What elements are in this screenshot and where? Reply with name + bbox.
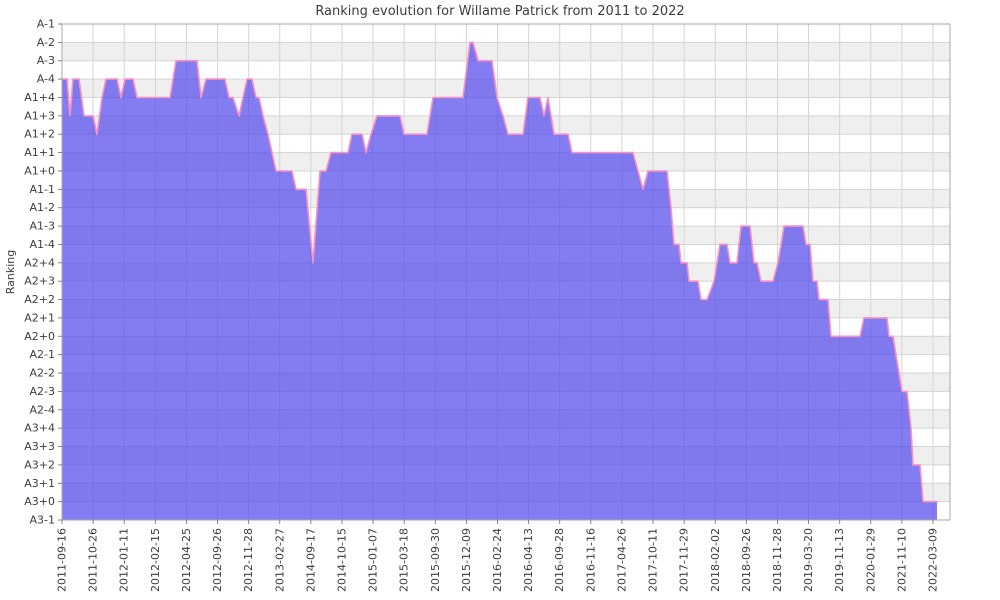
y-axis-title: Ranking — [4, 250, 17, 295]
y-tick-label: A1+2 — [24, 128, 55, 141]
x-tick-label: 2019-03-20 — [802, 528, 815, 592]
x-tick-label: 2012-11-28 — [242, 528, 255, 592]
y-tick-label: A3+3 — [24, 440, 55, 453]
x-tick-label: 2021-11-10 — [895, 528, 908, 592]
x-tick-label: 2013-02-27 — [273, 528, 286, 592]
y-tick-label: A1-2 — [30, 201, 56, 214]
x-tick-label: 2018-11-28 — [771, 528, 784, 592]
x-tick-label: 2017-10-11 — [647, 528, 660, 592]
x-tick-label: 2015-09-30 — [429, 528, 442, 592]
x-tick-label: 2014-10-15 — [335, 528, 348, 592]
tick-marks — [58, 23, 934, 524]
y-tick-label: A3+4 — [24, 422, 55, 435]
y-tick-label: A-2 — [37, 36, 55, 49]
plot-border — [61, 23, 951, 521]
y-tick-label: A2-2 — [30, 367, 56, 380]
x-tick-label: 2012-01-11 — [118, 528, 131, 592]
y-tick-label: A-3 — [37, 54, 55, 67]
y-tick-label: A2+3 — [24, 275, 55, 288]
y-tick-label: A1-3 — [30, 220, 56, 233]
y-tick-label: A2+0 — [24, 330, 55, 343]
x-tick-label: 2015-01-07 — [367, 528, 380, 592]
x-tick-label: 2011-09-16 — [56, 528, 69, 592]
ranking-line — [61, 41, 938, 503]
y-tick-label: A1+3 — [24, 109, 55, 122]
x-tick-label: 2014-09-17 — [304, 528, 317, 592]
y-tick-label: A2+2 — [24, 293, 55, 306]
x-tick-label: 2022-03-09 — [927, 528, 940, 592]
y-tick-label: A2+4 — [24, 256, 55, 269]
y-tick-label: A2-3 — [30, 385, 56, 398]
x-tick-label: 2015-03-18 — [398, 528, 411, 592]
stripe-band — [62, 79, 950, 98]
y-tick-label: A3+0 — [24, 495, 55, 508]
y-tick-label: A3+2 — [24, 458, 55, 471]
x-tick-label: 2020-01-29 — [864, 528, 877, 592]
x-tick-label: 2015-12-09 — [460, 528, 473, 592]
ranking-area — [62, 42, 937, 521]
x-tick-label: 2017-04-26 — [615, 528, 628, 592]
stripe-band — [62, 42, 950, 61]
x-axis-labels: 2011-09-16 2011-10-26 2012-01-11 2012-02-15… — [56, 528, 940, 592]
y-tick-label: A2-1 — [30, 348, 56, 361]
chart-title: Ranking evolution for Willame Patrick fr… — [315, 4, 685, 19]
y-tick-label: A1+1 — [24, 146, 55, 159]
y-tick-label: A1-4 — [30, 238, 56, 251]
y-tick-label: A-1 — [37, 18, 55, 31]
y-tick-label: A2-4 — [30, 403, 56, 416]
stripe-band — [62, 60, 950, 80]
stripe-band — [62, 24, 950, 43]
y-tick-label: A1+0 — [24, 164, 55, 177]
x-tick-label: 2018-02-02 — [709, 528, 722, 592]
x-tick-label: 2016-11-16 — [584, 528, 597, 592]
y-tick-label: A1+4 — [24, 91, 55, 104]
x-tick-label: 2018-09-26 — [740, 528, 753, 592]
x-tick-label: 2012-02-15 — [149, 528, 162, 592]
x-tick-label: 2016-09-28 — [553, 528, 566, 592]
x-tick-label: 2011-10-26 — [87, 528, 100, 592]
x-tick-label: 2017-11-29 — [678, 528, 691, 592]
y-tick-label: A3-1 — [30, 514, 56, 527]
x-tick-label: 2019-11-13 — [833, 528, 846, 592]
y-tick-label: A3+1 — [24, 477, 55, 490]
x-tick-label: 2016-04-13 — [522, 528, 535, 592]
x-tick-label: 2012-04-25 — [180, 528, 193, 592]
stripe-band — [62, 97, 950, 116]
y-tick-label: A-4 — [37, 73, 55, 86]
x-tick-label: 2016-02-24 — [491, 528, 504, 592]
y-tick-label: A2+1 — [24, 311, 55, 324]
y-axis-labels: A-1 A-2 A-3 A-4 A1+4 A1+3 A1+2 A1+1 A1+0 A1-1 A1-2… — [24, 18, 55, 527]
x-tick-label: 2012-09-26 — [211, 528, 224, 592]
y-tick-label: A1-1 — [30, 183, 56, 196]
